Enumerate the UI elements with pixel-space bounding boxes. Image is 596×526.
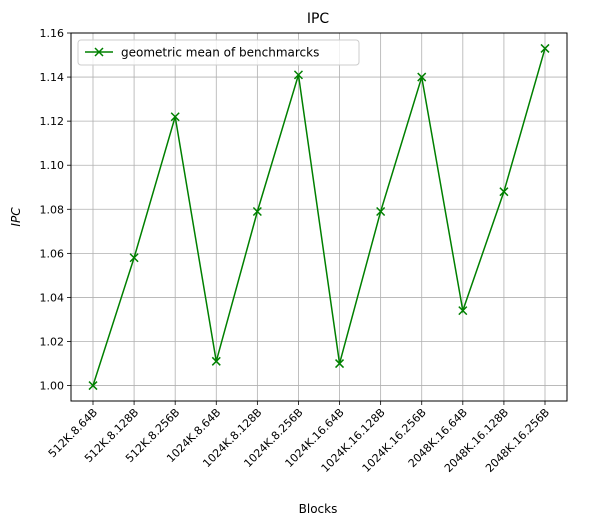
series-layer: [88, 43, 550, 391]
data-point-marker: [293, 70, 303, 80]
data-point-marker: [129, 253, 139, 263]
legend-entry: geometric mean of benchmarcks: [121, 46, 319, 60]
y-tick-label: 1.10: [40, 159, 65, 172]
x-axis-label: Blocks: [299, 502, 338, 516]
data-point-marker: [540, 43, 550, 53]
data-point-marker: [376, 206, 386, 217]
data-point-marker: [458, 306, 468, 316]
plot-frame: [70, 32, 568, 402]
data-point-marker: [211, 356, 221, 366]
y-tick-label: 1.12: [40, 115, 65, 128]
axes: 512K.8.64B512K.8.128B512K.8.256B1024K.8.…: [40, 27, 553, 475]
grid: [71, 32, 567, 401]
data-point-marker: [335, 359, 345, 369]
data-point-marker: [88, 381, 98, 391]
y-tick-label: 1.08: [40, 203, 65, 216]
y-tick-label: 1.04: [40, 291, 65, 304]
data-point-marker: [499, 187, 509, 197]
chart-title: IPC: [307, 11, 330, 27]
legend: geometric mean of benchmarcks: [77, 39, 360, 66]
y-tick-label: 1.00: [40, 380, 65, 393]
y-axis-label: IPC: [9, 207, 23, 227]
series-line: [92, 48, 546, 386]
data-point-marker: [170, 112, 180, 122]
y-tick-label: 1.16: [40, 27, 65, 40]
legend-marker-swatch: [94, 47, 104, 57]
data-point-marker: [417, 72, 427, 82]
y-tick-label: 1.02: [40, 336, 65, 349]
y-tick-label: 1.14: [40, 71, 65, 84]
legend-box: [77, 39, 360, 66]
y-tick-label: 1.06: [40, 247, 65, 260]
data-point-marker: [252, 206, 262, 217]
